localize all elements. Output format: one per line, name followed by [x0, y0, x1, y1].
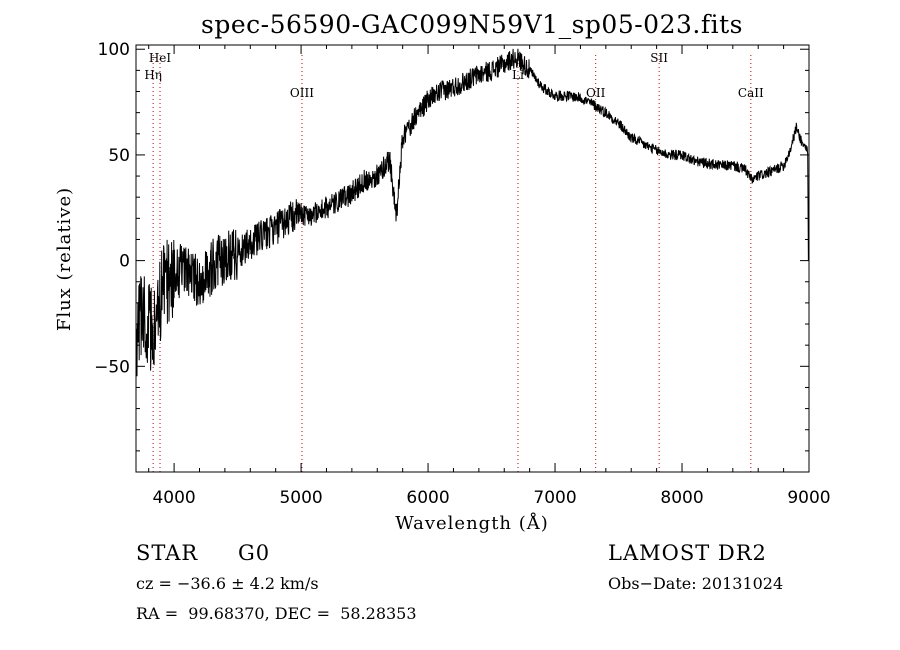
x-tick-label: 7000	[533, 488, 576, 508]
spectral-line-label: OII	[586, 86, 606, 100]
spectral-line-label: Hη	[144, 68, 162, 82]
spectral-line-label: HeI	[149, 51, 172, 65]
spectral-line-label: Li	[512, 68, 524, 82]
spectral-line-label: CaII	[738, 86, 764, 100]
spectrum-line	[135, 48, 809, 377]
x-tick-label: 4000	[152, 488, 195, 508]
y-axis-label: Flux (relative)	[54, 187, 75, 331]
object-subclass: G0	[238, 541, 271, 565]
spectral-line-label: SII	[650, 51, 668, 65]
observation-date: Obs−Date: 20131024	[608, 574, 784, 593]
x-axis-label: Wavelength (Å)	[395, 512, 549, 534]
y-tick-label: −50	[94, 357, 130, 377]
x-tick-label: 5000	[279, 488, 322, 508]
x-axis: 4000 5000 6000 7000 8000 9000	[148, 45, 831, 508]
x-tick-label: 8000	[660, 488, 703, 508]
x-tick-label: 6000	[406, 488, 449, 508]
plot-frame	[135, 44, 810, 473]
y-axis: −50 0 50 100	[94, 40, 809, 452]
y-tick-label: 50	[108, 146, 130, 166]
spectral-line-label: OIII	[290, 86, 314, 100]
velocity-readout: cz = −36.6 ± 4.2 km/s	[136, 574, 319, 593]
survey-name: LAMOST DR2	[608, 541, 767, 565]
chart-title: spec-56590-GAC099N59V1_sp05-023.fits	[201, 10, 743, 39]
coordinates-readout: RA = 99.68370, DEC = 58.28353	[136, 604, 417, 623]
y-tick-label: 100	[98, 40, 130, 60]
y-tick-label: 0	[119, 252, 130, 272]
spectrum-series	[135, 48, 809, 377]
x-tick-label: 9000	[787, 488, 830, 508]
object-type: STAR	[136, 541, 199, 565]
